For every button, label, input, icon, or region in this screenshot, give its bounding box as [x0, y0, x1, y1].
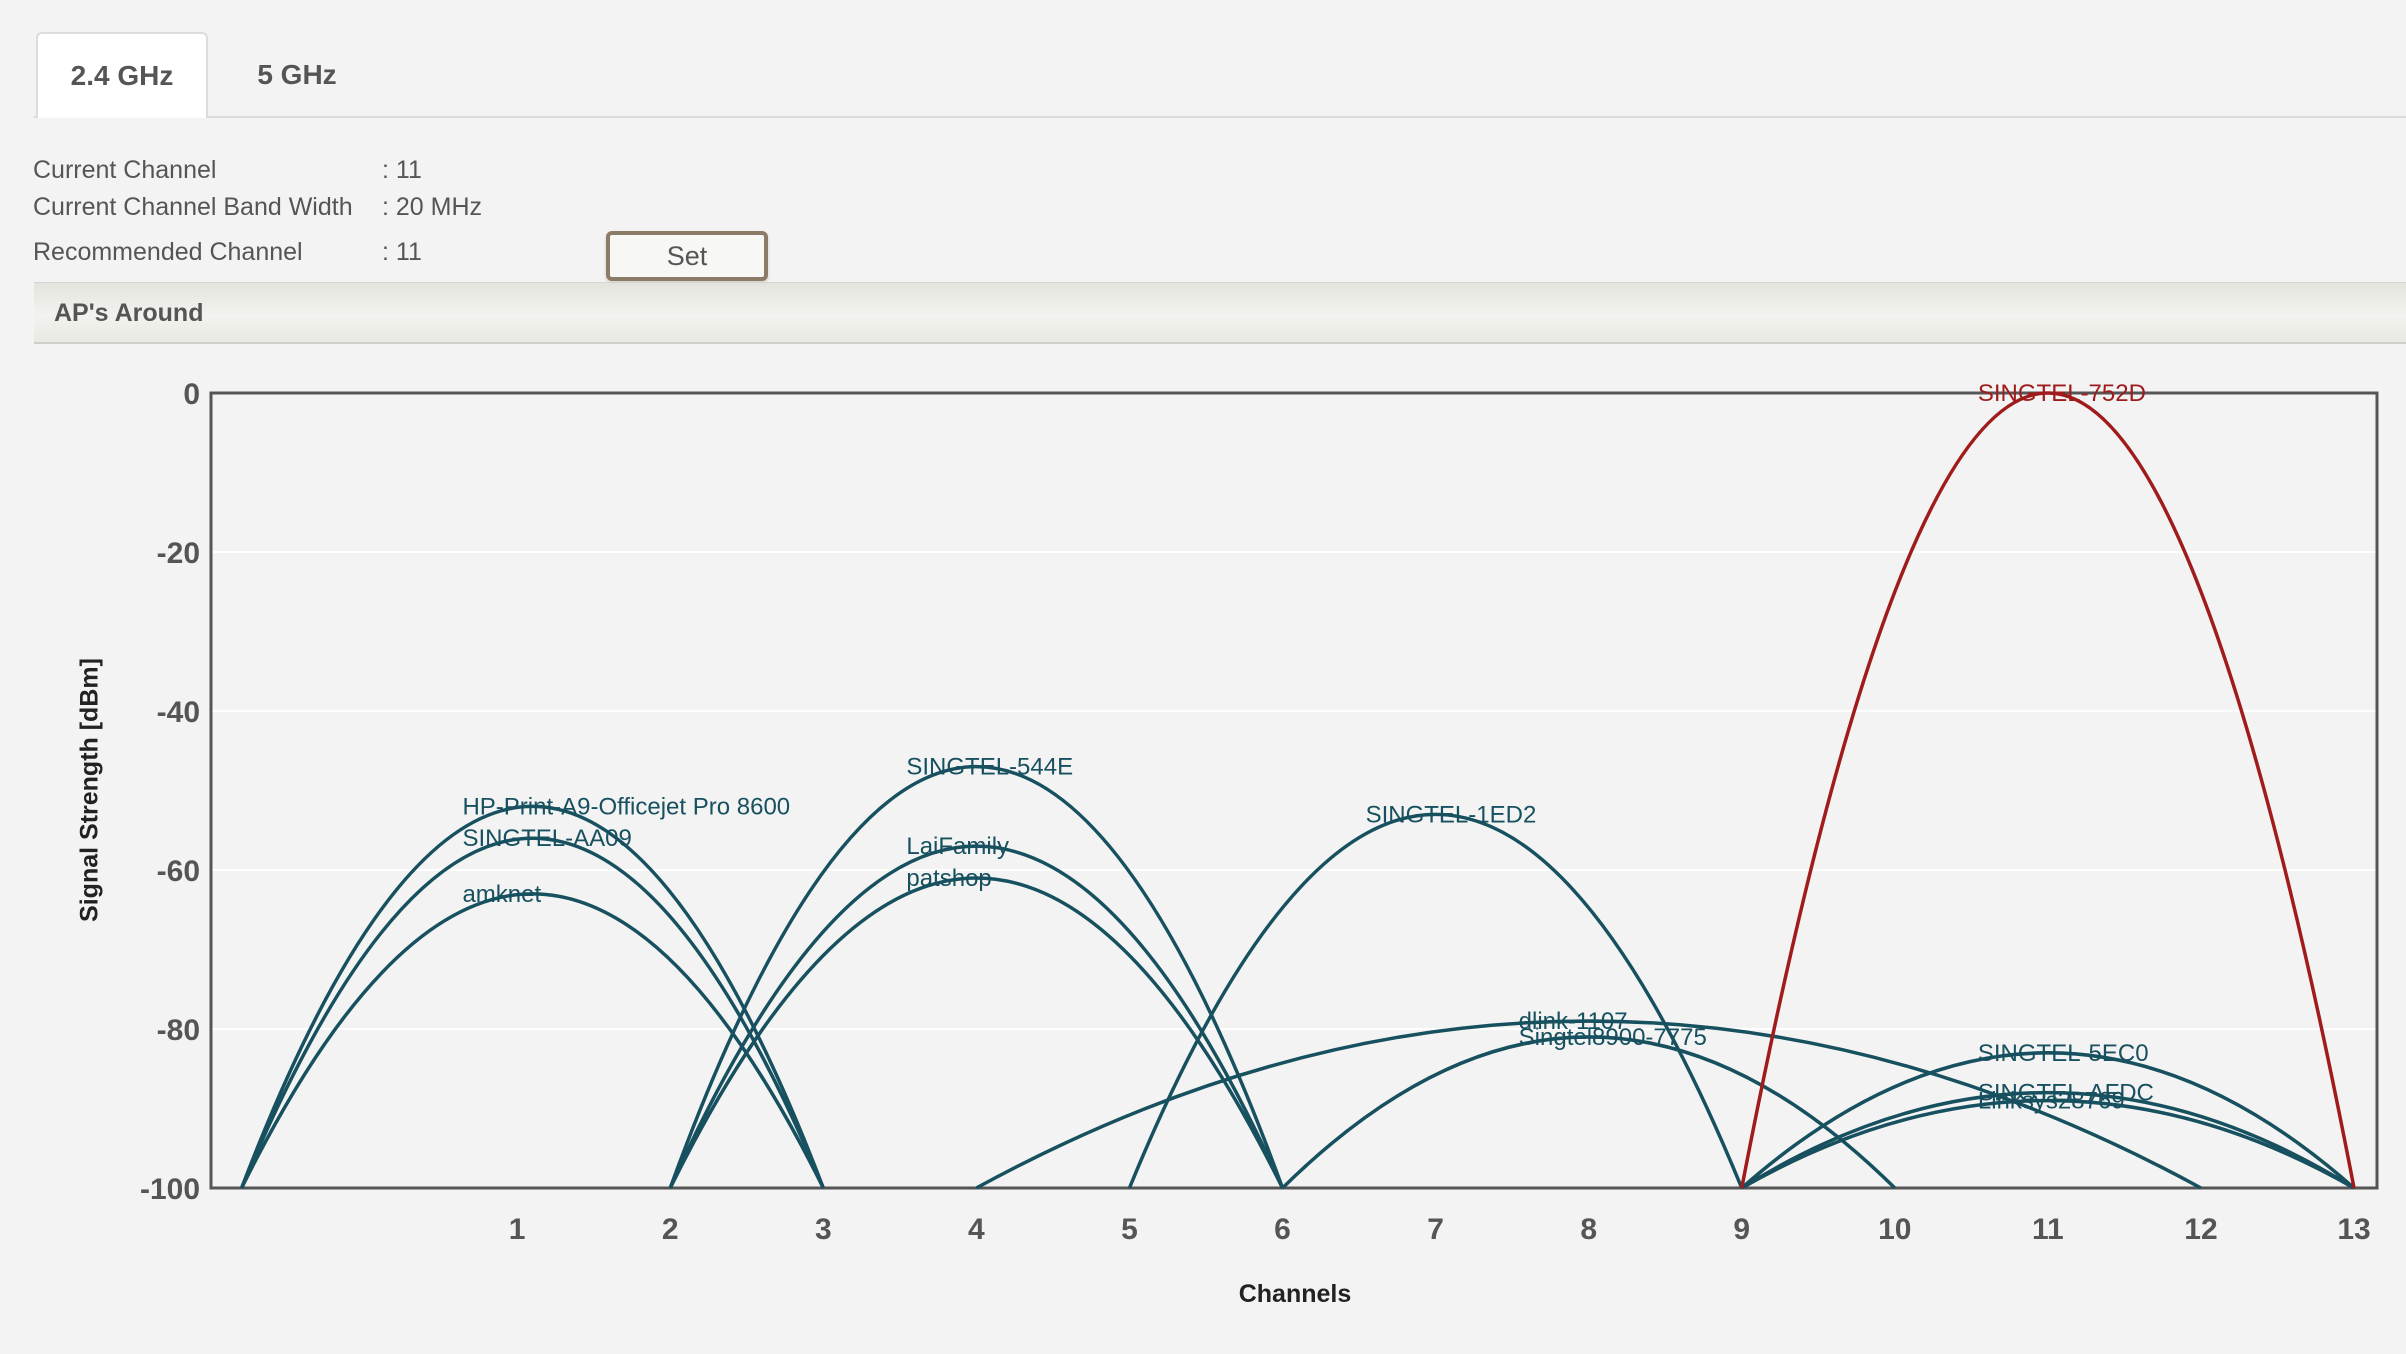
y-axis-ticks: 0 -20 -40 -60 -80 -100	[140, 378, 200, 1206]
ap-label-singtel-544e: SINGTEL-544E	[906, 754, 1073, 781]
y-tick-label: -80	[157, 1014, 200, 1047]
recommended-channel-label: Recommended Channel	[33, 238, 303, 266]
tab-strip-divider	[34, 116, 2406, 118]
ap-label-patshop: patshop	[906, 865, 991, 892]
x-tick-label: 4	[968, 1213, 985, 1246]
ap-curve-dlink-1107	[975, 1019, 2202, 1190]
ap-curve-linksys28769	[1740, 1098, 2355, 1190]
tab-2-4-ghz[interactable]: 2.4 GHz	[36, 32, 208, 118]
x-tick-label: 11	[2032, 1213, 2064, 1246]
ap-curve-singtel8900-7775	[1281, 1035, 1897, 1190]
x-tick-label: 2	[662, 1213, 679, 1246]
x-tick-label: 12	[2184, 1213, 2217, 1246]
ap-curve-singtel-544e	[668, 764, 1285, 1189]
x-tick-label: 10	[1878, 1213, 1911, 1246]
y-axis-title: Signal Strength [dBm]	[76, 658, 104, 922]
x-tick-label: 6	[1274, 1213, 1291, 1246]
x-tick-label: 13	[2337, 1213, 2370, 1246]
ap-curve-singtel-752d	[1740, 391, 2356, 1189]
ap-curve-singtel-afdc	[1740, 1090, 2355, 1190]
ap-curve-laifamily	[668, 844, 1285, 1189]
grid-lines	[211, 551, 2377, 1030]
y-tick-label: -40	[157, 696, 200, 729]
ap-curves	[239, 391, 2356, 1190]
ap-label-linksys28769: Linksys28769	[1978, 1088, 2125, 1115]
x-tick-label: 3	[815, 1213, 832, 1246]
x-tick-label: 1	[509, 1213, 526, 1246]
ap-curve-hp-print-a9-officejet-pro-8600	[239, 804, 825, 1189]
plot-area-frame	[209, 391, 2379, 1190]
x-tick-label: 7	[1427, 1213, 1444, 1246]
x-tick-label: 8	[1580, 1213, 1597, 1246]
bandwidth-label: Current Channel Band Width	[33, 193, 353, 221]
y-tick-label: -100	[140, 1173, 200, 1206]
bandwidth-value: : 20 MHz	[382, 193, 483, 221]
ap-label-hp-print-a9-officejet-pro-8600: HP-Print-A9-Officejet Pro 8600	[462, 793, 790, 820]
ap-curve-singtel-aa09	[239, 836, 825, 1189]
ap-curve-patshop	[668, 876, 1285, 1189]
x-axis-ticks: 1 2 3 4 5 6 7 8 9 10 11 12 13	[509, 1213, 2371, 1246]
ap-label-singtel-afdc: SINGTEL-AFDC	[1978, 1080, 2154, 1107]
ap-label-dlink-1107: dlink-1107	[1519, 1008, 1628, 1035]
tab-5-ghz[interactable]: 5 GHz	[257, 59, 337, 90]
x-axis-title: Channels	[1239, 1280, 1352, 1308]
aps-around-title: AP's Around	[54, 299, 204, 327]
x-tick-label: 5	[1121, 1213, 1138, 1246]
ap-label-singtel-aa09: SINGTEL-AA09	[462, 825, 631, 852]
recommended-channel-value: : 11	[382, 238, 422, 266]
ap-label-singtel-5ec0: SINGTEL-5EC0	[1978, 1040, 2149, 1067]
y-tick-label: -20	[157, 537, 200, 570]
ap-label-amknet: amknet	[462, 881, 541, 908]
ap-curve-singtel-5ec0	[1740, 1051, 2356, 1190]
current-channel-value: : 11	[382, 156, 422, 184]
ap-label-singtel-1ed2: SINGTEL-1ED2	[1366, 801, 1537, 828]
ap-label-singtel-752d: SINGTEL-752D	[1978, 380, 2146, 407]
aps-around-header: AP's Around	[34, 282, 2406, 344]
ap-label-laifamily: LaiFamily	[906, 833, 1009, 860]
y-tick-label: 0	[183, 378, 200, 411]
ap-curve-amknet	[240, 892, 825, 1189]
x-tick-label: 9	[1733, 1213, 1750, 1246]
y-tick-label: -60	[157, 855, 200, 888]
ap-label-singtel8900-7775: Singtel8900-7775	[1519, 1024, 1707, 1051]
ap-curve-singtel-1ed2	[1127, 812, 1744, 1189]
ap-labels: HP-Print-A9-Officejet Pro 8600 SINGTEL-AA…	[462, 380, 2153, 1115]
set-button[interactable]: Set	[606, 231, 768, 281]
current-channel-label: Current Channel	[33, 156, 217, 184]
